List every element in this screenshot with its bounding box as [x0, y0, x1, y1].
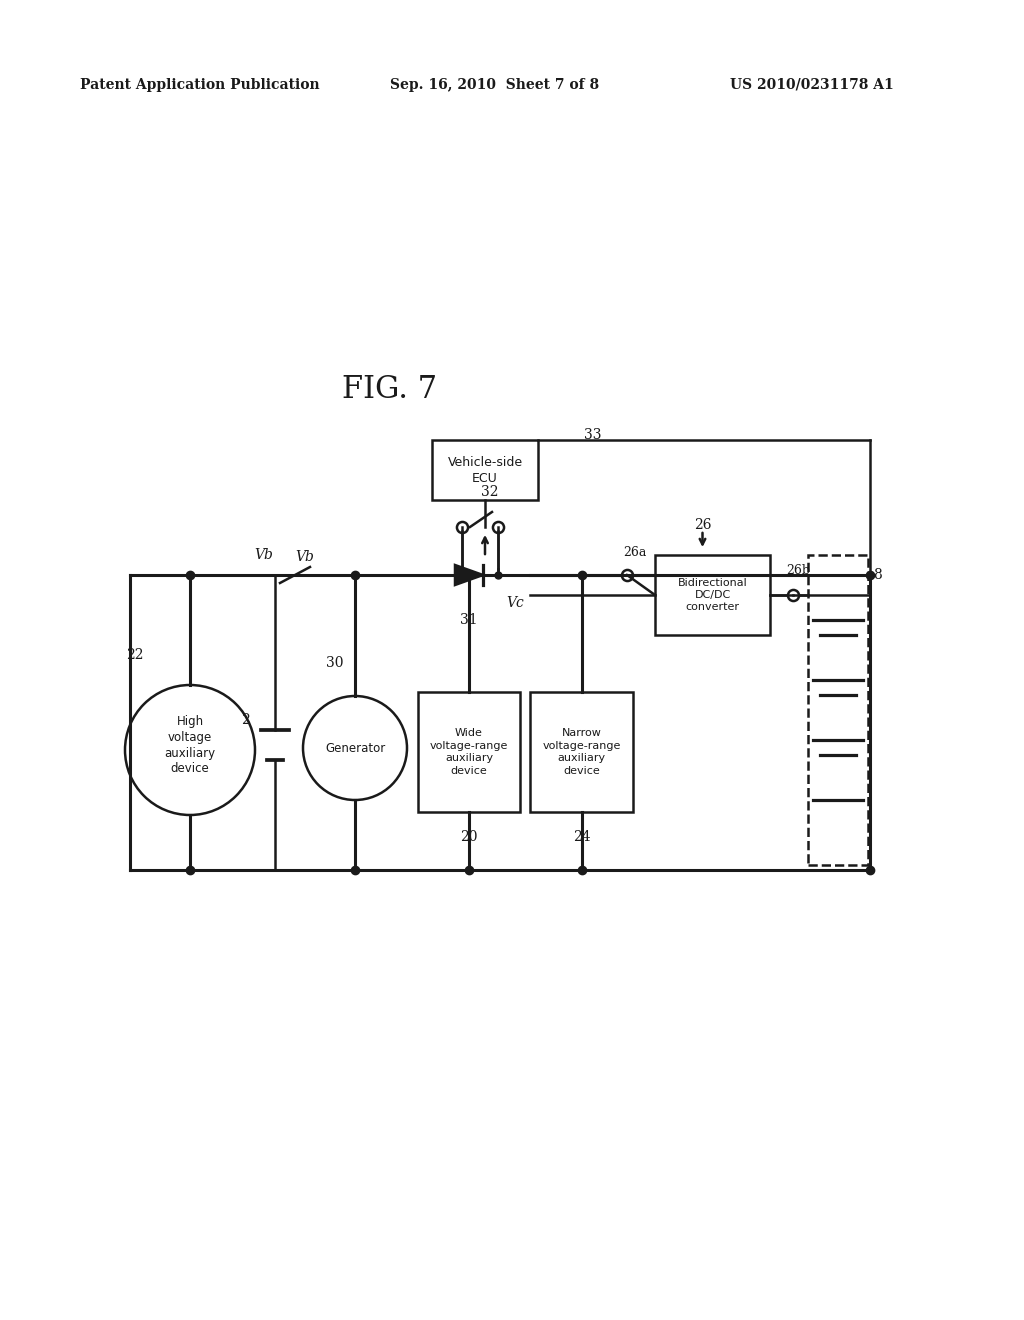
Bar	[418, 692, 520, 812]
Bar	[808, 554, 868, 865]
Text: 31: 31	[460, 612, 478, 627]
Text: 8: 8	[873, 568, 883, 582]
Text: 30: 30	[327, 656, 344, 671]
Text: 20: 20	[460, 830, 478, 843]
Text: 26: 26	[693, 517, 712, 532]
Text: Vc: Vc	[506, 597, 524, 610]
Text: 24: 24	[572, 830, 590, 843]
Text: High
voltage
auxiliary
device: High voltage auxiliary device	[165, 714, 216, 776]
Text: US 2010/0231178 A1: US 2010/0231178 A1	[730, 78, 894, 92]
Text: Bidirectional
DC/DC
converter: Bidirectional DC/DC converter	[678, 578, 748, 612]
Bar	[530, 692, 633, 812]
Text: FIG. 7: FIG. 7	[342, 375, 437, 405]
Text: Vehicle-side
ECU: Vehicle-side ECU	[447, 455, 522, 484]
Text: Vb: Vb	[296, 550, 314, 564]
Text: Patent Application Publication: Patent Application Publication	[80, 78, 319, 92]
Text: Generator: Generator	[325, 742, 385, 755]
Bar	[432, 440, 538, 500]
Text: Narrow
voltage-range
auxiliary
device: Narrow voltage-range auxiliary device	[543, 729, 621, 776]
Text: 2: 2	[241, 713, 250, 727]
Text: Wide
voltage-range
auxiliary
device: Wide voltage-range auxiliary device	[430, 729, 508, 776]
Text: 26a: 26a	[624, 546, 647, 560]
Text: 26b: 26b	[786, 564, 810, 577]
Text: Sep. 16, 2010  Sheet 7 of 8: Sep. 16, 2010 Sheet 7 of 8	[390, 78, 599, 92]
Polygon shape	[455, 565, 483, 585]
Text: Vb: Vb	[255, 548, 273, 562]
Text: 32: 32	[481, 484, 499, 499]
Bar	[655, 554, 770, 635]
Text: 22: 22	[126, 648, 143, 663]
Text: 33: 33	[585, 428, 602, 442]
